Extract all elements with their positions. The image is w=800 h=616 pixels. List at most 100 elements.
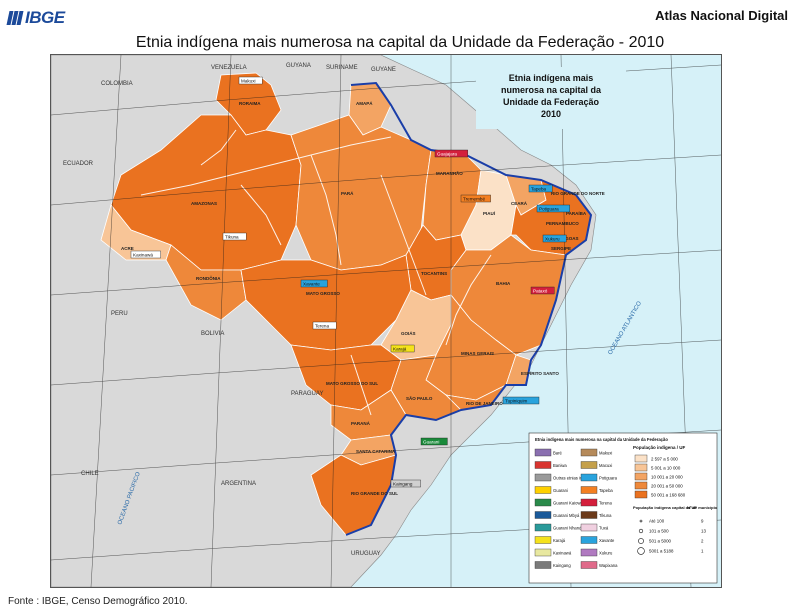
inset-title-line-3: Unidade da Federação	[503, 97, 600, 107]
state-label: GOIÁS	[401, 330, 416, 336]
capital-tag-label: Tupiniquim	[505, 398, 527, 403]
capital-tag: Guarani	[420, 437, 448, 446]
capital-tag-label: Guajajara	[437, 151, 457, 156]
state-label: RORAIMA	[239, 101, 261, 106]
legend-item: Tapeba	[580, 486, 613, 494]
legend-pop-swatch	[634, 481, 648, 490]
legend-swatch	[580, 486, 598, 494]
legend-ethnic-right: Makuxi Macuxi Potiguara Tapeba Terena Tikuna T…	[580, 448, 618, 569]
legend-label: Makuxi	[599, 451, 612, 456]
legend-label: Macuxi	[599, 463, 612, 468]
state-label: CEARÁ	[511, 200, 528, 206]
legend-swatch	[580, 461, 598, 469]
country-label: ECUADOR	[63, 161, 94, 167]
legend-swatch	[580, 448, 598, 457]
legend-label: Xavante	[599, 538, 615, 543]
legend-swatch	[580, 548, 598, 557]
state-label: PIAUÍ	[483, 209, 496, 216]
legend-cap-item: 5001 a 5188 1	[637, 547, 704, 555]
legend-label: Baré	[553, 451, 563, 456]
legend-item: Baniwa	[534, 461, 567, 469]
state-label: PARÁ	[341, 190, 354, 196]
legend-item: Xavante	[580, 536, 615, 544]
state-labels: RORAIMA AMAPÁ AMAZONAS PARÁ MARANHÃO CEARÁ RIO…	[121, 100, 605, 496]
legend-swatch	[580, 498, 598, 507]
capital-tag-label: Karajá	[393, 346, 407, 351]
legend-item: Guarani	[534, 486, 568, 494]
state-label: MINAS GERAIS	[461, 351, 494, 356]
legend-item: Kaxinawá	[534, 548, 572, 557]
legend-pop-title: População indígena / UF	[633, 445, 686, 450]
legend-swatch	[534, 448, 552, 457]
capital-tag-label: Makuxi	[241, 78, 256, 83]
legend-item: Kaingang	[534, 561, 571, 569]
state-rondonia	[165, 244, 247, 321]
state-label: RIO GRANDE DO SUL	[351, 491, 398, 496]
inset-title-line-4: 2010	[541, 109, 561, 119]
capital-tag-box	[528, 184, 553, 193]
state-label: PARANÁ	[351, 420, 371, 426]
capital-tag-box	[530, 286, 555, 295]
legend-label: Tikuna	[599, 513, 612, 518]
country-label: BOLIVIA	[201, 331, 224, 337]
legend-swatch	[534, 498, 552, 507]
capital-tag: Tikuna	[222, 232, 247, 241]
state-label: SANTA CATARINA	[356, 449, 396, 454]
capital-tag: Potiguara	[536, 204, 570, 213]
legend-pop-swatch	[634, 490, 648, 499]
capital-tag: Xavante	[300, 279, 328, 288]
legend-item: Xukuru	[580, 548, 613, 557]
legend-item: Guarani Kaiowá	[534, 498, 583, 507]
legend-item: Makuxi	[580, 448, 612, 457]
capital-tag-box	[542, 234, 567, 243]
legend-cap-label: Até 100	[649, 519, 665, 524]
capital-tag-box	[390, 479, 421, 488]
legend-cap-label: 501 a 5000	[649, 539, 672, 544]
capital-tag-label: Kaxinawá	[133, 252, 153, 257]
legend-label: Baniwa	[553, 463, 567, 468]
legend-cap-count: 9	[701, 519, 704, 524]
legend-cap-symbol	[638, 538, 644, 544]
legend-label: Kaxinawá	[553, 551, 572, 556]
state-label: RONDÔNIA	[196, 274, 221, 281]
state-label: MATO GROSSO DO SUL	[326, 381, 378, 386]
legend-item: Wapixana	[580, 561, 618, 569]
capital-tag-label: Potiguara	[539, 206, 559, 211]
state-label: MATO GROSSO	[306, 291, 340, 296]
capital-tag-box	[502, 396, 540, 405]
source-note: Fonte : IBGE, Censo Demográfico 2010.	[8, 596, 188, 607]
legend-item: Terena	[580, 498, 612, 507]
legend-swatch	[534, 536, 552, 544]
ibge-logo-mark	[6, 11, 24, 25]
legend-label: Tapeba	[599, 488, 613, 493]
country-label: ARGENTINA	[221, 481, 256, 487]
legend-ethnic-left: Baré Baniwa Outras etnias indígenas Guarani…	[534, 448, 597, 569]
capital-tag: Xukuru	[542, 234, 567, 243]
legend-item: Potiguara	[580, 473, 618, 482]
state-label: TOCANTINS	[421, 271, 447, 276]
legend-pop-item: 50 001 a 168 680	[634, 490, 686, 499]
state-label: SÃO PAULO	[406, 395, 433, 401]
legend-swatch	[534, 548, 552, 557]
capital-tag: Guajajara	[434, 149, 468, 158]
capital-tag-label: Terena	[315, 323, 329, 328]
legend-cap-label: 5001 a 5188	[649, 549, 674, 554]
inset-title-box: Etnia indígena mais numerosa na capital …	[476, 67, 626, 129]
legend-cap-col: Nº de município	[687, 505, 718, 510]
capital-tag-label: Xukuru	[545, 236, 560, 241]
legend-cap-title: População indígena capital da UF	[633, 505, 697, 510]
legend-pop-label: 5 001 a 10 000	[651, 466, 681, 471]
country-label: COLOMBIA	[101, 81, 133, 87]
legend-item: Outras etnias indígenas	[534, 473, 597, 482]
legend-label: Xukuru	[599, 551, 613, 556]
legend-item: Tikuna	[580, 511, 612, 519]
legend-label: Karajá	[553, 538, 566, 543]
capital-tag-label: Kaingang	[393, 481, 413, 486]
map-title: Etnia indígena mais numerosa na capital …	[135, 34, 665, 51]
legend-label: Potiguara	[599, 476, 618, 481]
rivers	[140, 129, 492, 416]
capital-tag: Pataxó	[530, 286, 555, 295]
legend-pop-label: 10 001 a 20 000	[651, 475, 683, 480]
state-label: BAHIA	[496, 281, 511, 286]
capital-tag-label: Guarani	[423, 439, 439, 444]
